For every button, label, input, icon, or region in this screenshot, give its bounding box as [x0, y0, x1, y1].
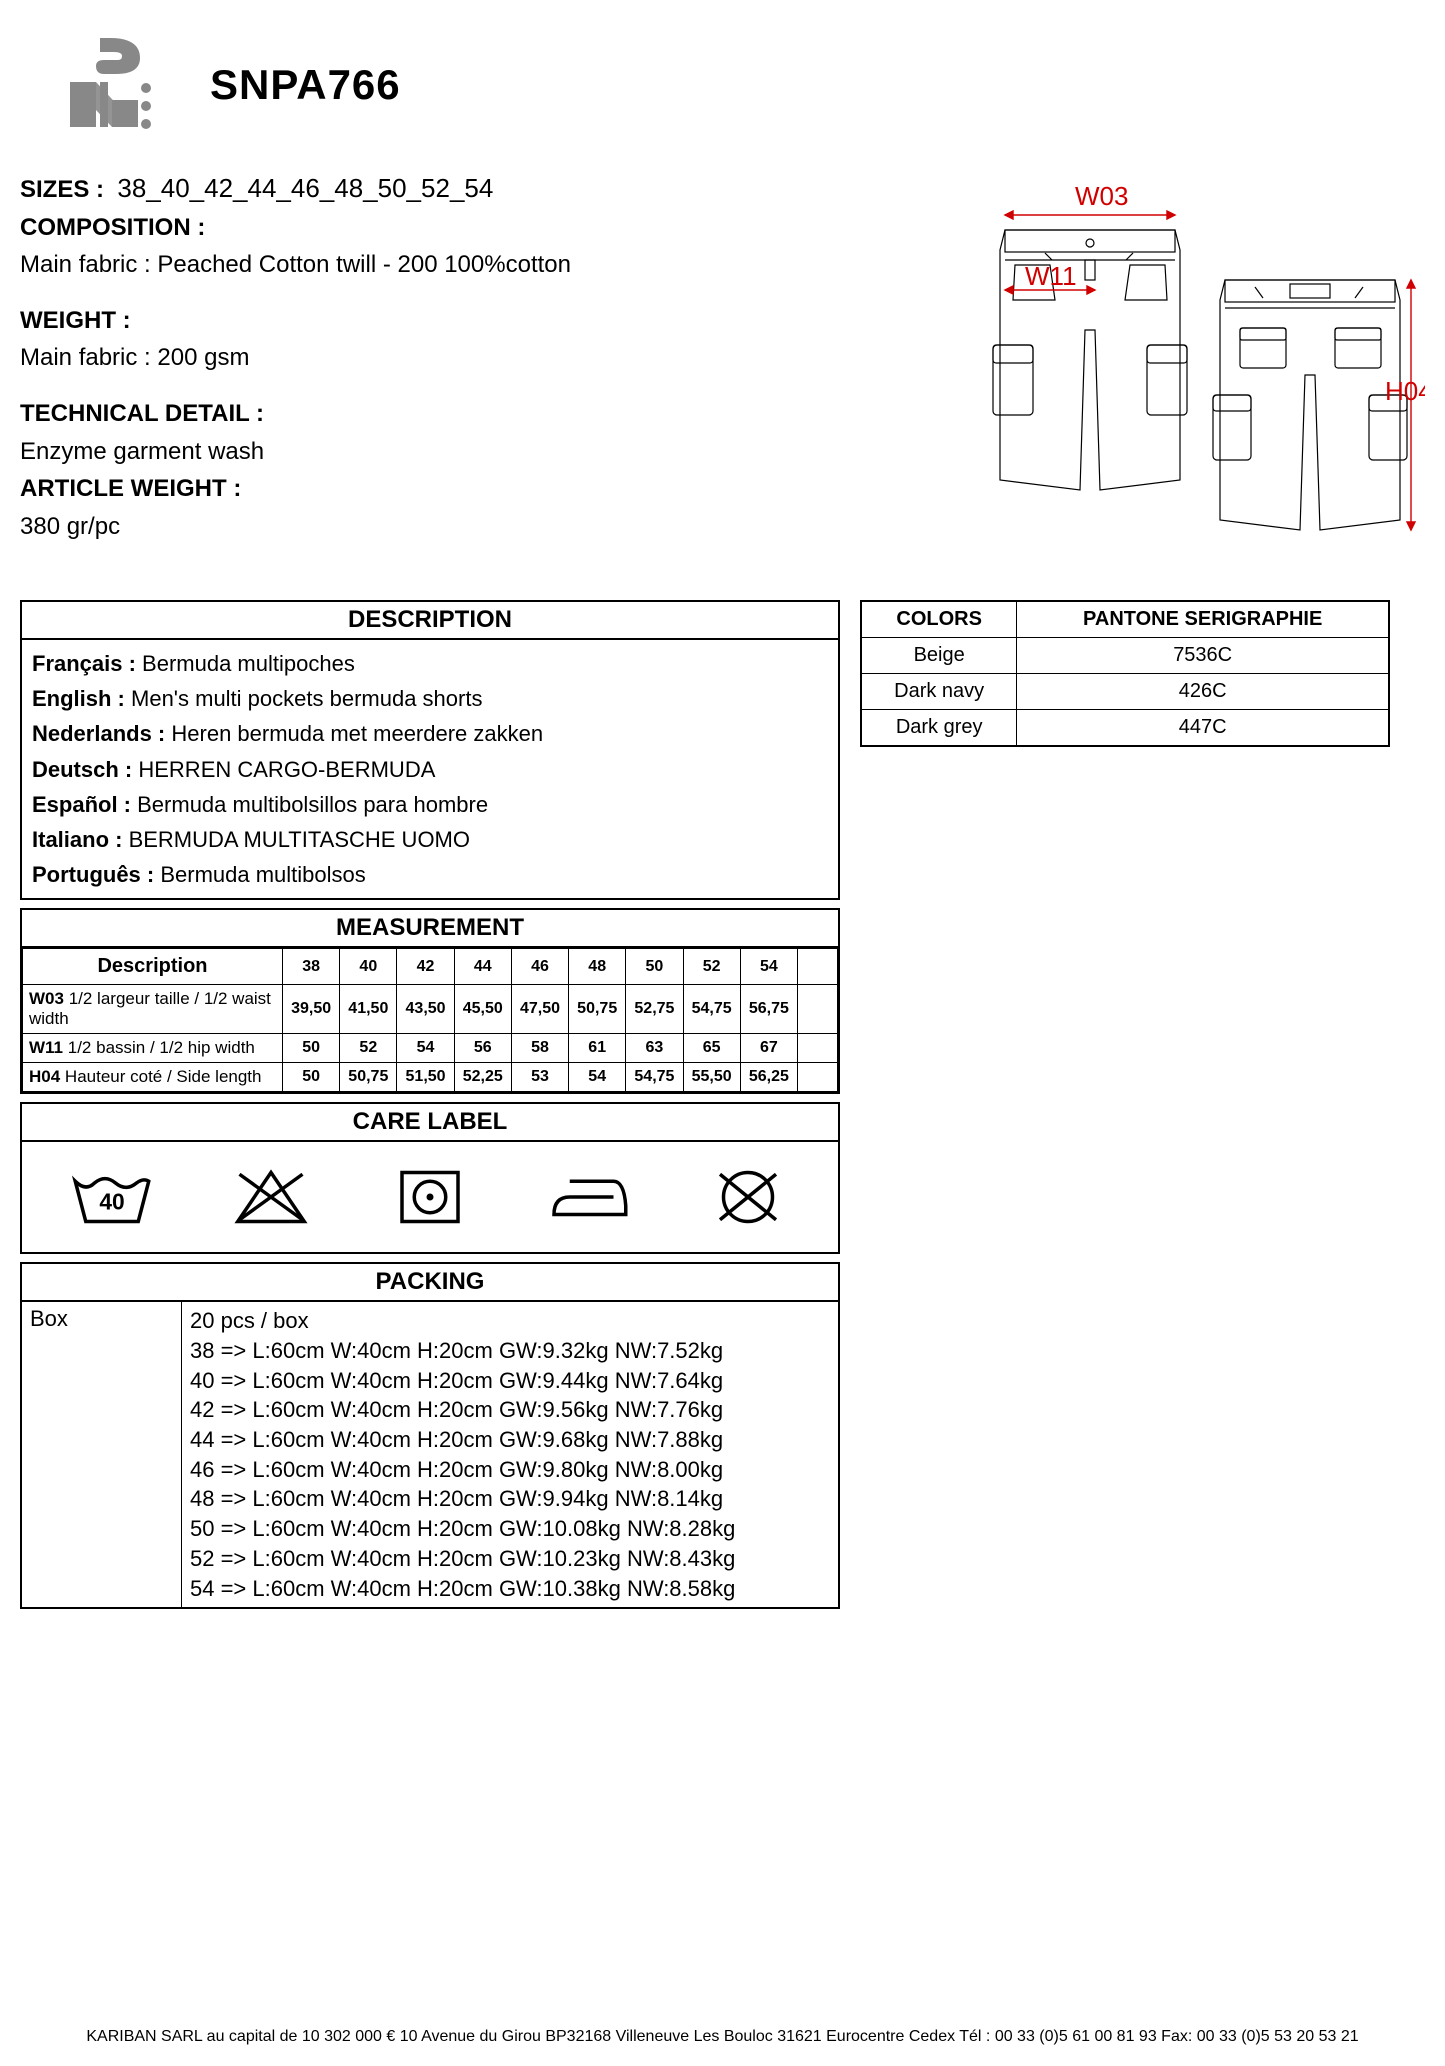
color-row: Dark navy426C [861, 674, 1389, 710]
colors-head-left: COLORS [861, 601, 1017, 638]
header: SNPA766 [20, 30, 1425, 140]
measurement-title: MEASUREMENT [22, 910, 838, 948]
description-row: Français : Bermuda multipoches [32, 646, 828, 681]
sizes-value: 38_40_42_44_46_48_50_52_54 [117, 173, 493, 203]
description-row: English : Men's multi pockets bermuda sh… [32, 681, 828, 716]
care-section: CARE LABEL 40 [20, 1102, 840, 1254]
description-row: Español : Bermuda multibolsillos para ho… [32, 787, 828, 822]
packing-line: 50 => L:60cm W:40cm H:20cm GW:10.08kg NW… [190, 1514, 830, 1544]
technical-diagram: W03 W11 H04 [945, 170, 1425, 550]
packing-title: PACKING [22, 1264, 838, 1302]
composition-value: Main fabric : Peached Cotton twill - 200… [20, 248, 945, 282]
top-area: SIZES : 38_40_42_44_46_48_50_52_54 COMPO… [20, 170, 1425, 550]
footer-text: KARIBAN SARL au capital de 10 302 000 € … [0, 2028, 1445, 2046]
svg-text:40: 40 [99, 1189, 124, 1215]
packing-line: 52 => L:60cm W:40cm H:20cm GW:10.23kg NW… [190, 1544, 830, 1574]
iron-icon [544, 1162, 634, 1232]
packing-line: 42 => L:60cm W:40cm H:20cm GW:9.56kg NW:… [190, 1395, 830, 1425]
no-bleach-icon [226, 1162, 316, 1232]
wash-icon: 40 [67, 1162, 157, 1232]
tech-label: TECHNICAL DETAIL : [20, 397, 945, 431]
description-row: Português : Bermuda multibolsos [32, 857, 828, 892]
tech-value: Enzyme garment wash [20, 435, 945, 469]
color-row: Dark grey447C [861, 710, 1389, 747]
colors-head-right: PANTONE SERIGRAPHIE [1017, 601, 1389, 638]
packing-label: Box [22, 1302, 182, 1607]
diagram-label-h04: H04 [1385, 376, 1425, 406]
measurement-section: MEASUREMENT Description38404244464850525… [20, 908, 840, 1094]
packing-line: 38 => L:60cm W:40cm H:20cm GW:9.32kg NW:… [190, 1336, 830, 1366]
brand-logo [60, 30, 170, 140]
description-row: Deutsch : HERREN CARGO-BERMUDA [32, 752, 828, 787]
sizes-label: SIZES : [20, 176, 104, 203]
composition-label: COMPOSITION : [20, 211, 945, 245]
artweight-label: ARTICLE WEIGHT : [20, 472, 945, 506]
packing-line: 40 => L:60cm W:40cm H:20cm GW:9.44kg NW:… [190, 1366, 830, 1396]
specs-block: SIZES : 38_40_42_44_46_48_50_52_54 COMPO… [20, 170, 945, 550]
description-row: Nederlands : Heren bermuda met meerdere … [32, 716, 828, 751]
care-title: CARE LABEL [22, 1104, 838, 1142]
product-code: SNPA766 [210, 61, 401, 109]
packing-line: 54 => L:60cm W:40cm H:20cm GW:10.38kg NW… [190, 1574, 830, 1604]
description-section: DESCRIPTION Français : Bermuda multipoch… [20, 600, 840, 900]
packing-line: 44 => L:60cm W:40cm H:20cm GW:9.68kg NW:… [190, 1425, 830, 1455]
weight-value: Main fabric : 200 gsm [20, 341, 945, 375]
packing-section: PACKING Box 20 pcs / box38 => L:60cm W:4… [20, 1262, 840, 1609]
measurement-row: W03 1/2 largeur taille / 1/2 waist width… [23, 985, 838, 1034]
description-title: DESCRIPTION [22, 602, 838, 640]
measurement-row: H04 Hauteur coté / Side length5050,7551,… [23, 1063, 838, 1092]
description-row: Italiano : BERMUDA MULTITASCHE UOMO [32, 822, 828, 857]
measurement-row: W11 1/2 bassin / 1/2 hip width5052545658… [23, 1034, 838, 1063]
colors-table: COLORS PANTONE SERIGRAPHIE Beige7536CDar… [860, 600, 1390, 747]
packing-line: 48 => L:60cm W:40cm H:20cm GW:9.94kg NW:… [190, 1484, 830, 1514]
tumble-dry-icon [385, 1162, 475, 1232]
artweight-value: 380 gr/pc [20, 510, 945, 544]
diagram-label-w03: W03 [1075, 181, 1128, 211]
packing-header-line: 20 pcs / box [190, 1306, 830, 1336]
diagram-label-w11: W11 [1025, 261, 1077, 291]
color-row: Beige7536C [861, 638, 1389, 674]
no-dryclean-icon [703, 1162, 793, 1232]
weight-label: WEIGHT : [20, 304, 945, 338]
packing-line: 46 => L:60cm W:40cm H:20cm GW:9.80kg NW:… [190, 1455, 830, 1485]
